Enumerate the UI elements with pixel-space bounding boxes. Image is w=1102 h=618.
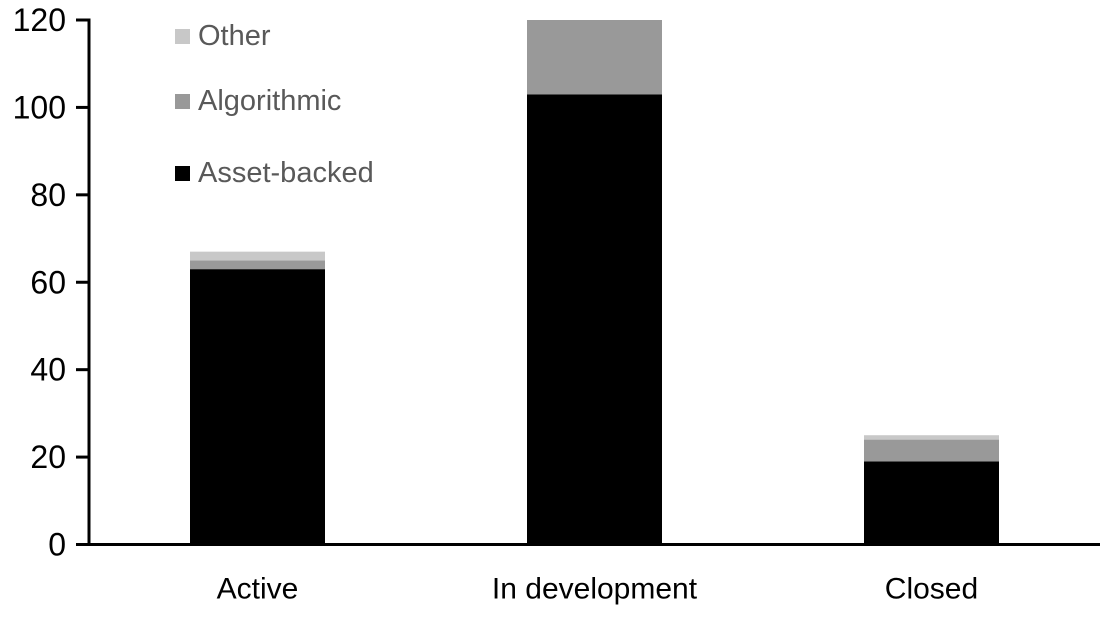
legend-label-asset-backed: Asset-backed — [198, 157, 374, 189]
legend-label-algorithmic: Algorithmic — [198, 85, 342, 117]
y-tick-label-40: 40 — [30, 352, 66, 388]
y-tick-label-80: 80 — [30, 177, 66, 213]
legend-item-asset-backed: Asset-backed — [175, 157, 374, 190]
bar-segment-active-other — [190, 251, 325, 261]
bar-segment-active-algorithmic — [190, 260, 325, 270]
legend-item-other: Other — [175, 20, 271, 53]
y-tick-label-60: 60 — [30, 264, 66, 300]
x-category-label-closed: Closed — [885, 573, 978, 606]
legend-swatch-asset-backed — [175, 166, 190, 182]
bar-segment-closed-asset-backed — [864, 461, 999, 545]
x-category-label-in-development: In development — [492, 573, 698, 606]
legend-swatch-other — [175, 29, 190, 45]
bar-segment-in-development-asset-backed — [527, 94, 662, 545]
y-tick-label-120: 120 — [13, 2, 66, 38]
x-category-label-active: Active — [217, 573, 299, 606]
bar-segment-active-asset-backed — [190, 269, 325, 545]
legend-label-other: Other — [198, 20, 271, 52]
legend-swatch-algorithmic — [175, 94, 190, 110]
y-tick-label-100: 100 — [13, 89, 66, 125]
bar-segment-closed-algorithmic — [864, 439, 999, 462]
y-tick-label-0: 0 — [48, 527, 66, 563]
bar-segment-in-development-algorithmic — [527, 20, 662, 95]
bar-segment-closed-other — [864, 435, 999, 440]
legend-item-algorithmic: Algorithmic — [175, 85, 342, 118]
y-tick-label-20: 20 — [30, 439, 66, 475]
